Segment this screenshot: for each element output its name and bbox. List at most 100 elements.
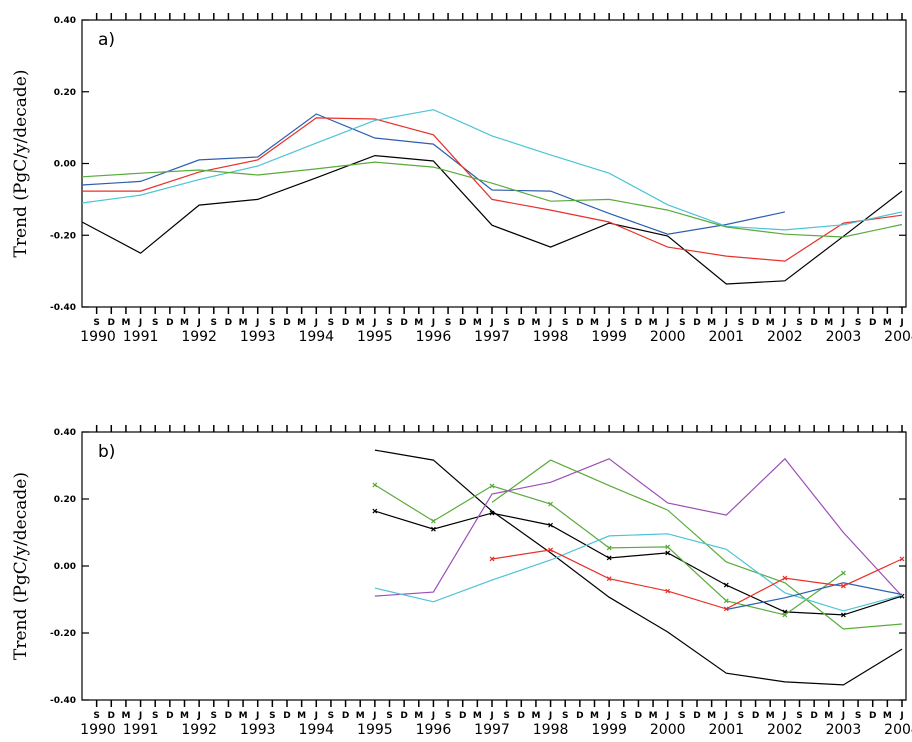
x-tick-label: D bbox=[693, 711, 700, 721]
x-tick-label: M bbox=[121, 318, 130, 328]
year-label: 1990 bbox=[80, 722, 116, 738]
x-tick-label: S bbox=[386, 318, 392, 328]
year-label: 2000 bbox=[650, 722, 686, 738]
x-tick-label: J bbox=[138, 711, 142, 721]
x-tick-label: M bbox=[649, 711, 658, 721]
plot-frame bbox=[81, 431, 907, 701]
x-tick-label: M bbox=[239, 711, 248, 721]
x-tick-label: D bbox=[518, 318, 525, 328]
x-tick-label: D bbox=[518, 711, 525, 721]
x-tick-label: D bbox=[869, 318, 876, 328]
x-tick-label: M bbox=[531, 318, 540, 328]
year-label: 1998 bbox=[533, 329, 569, 345]
x-tick-label: J bbox=[314, 318, 318, 328]
x-tick-label: D bbox=[166, 711, 173, 721]
y-tick-label: -0.40 bbox=[50, 303, 76, 313]
x-tick-label: J bbox=[899, 711, 903, 721]
y-tick-label: 0.00 bbox=[54, 562, 76, 572]
year-label: 1994 bbox=[298, 329, 334, 345]
x-tick-label: M bbox=[356, 318, 365, 328]
year-label: 1997 bbox=[474, 329, 510, 345]
x-tick-label: S bbox=[738, 711, 744, 721]
x-tick-label: D bbox=[869, 711, 876, 721]
x-tick-label: M bbox=[883, 711, 892, 721]
x-tick-label: J bbox=[431, 711, 435, 721]
x-tick-label: J bbox=[314, 711, 318, 721]
x-tick-label: S bbox=[211, 711, 217, 721]
x-tick-label: D bbox=[400, 318, 407, 328]
point-marker bbox=[489, 510, 495, 516]
x-tick-label: S bbox=[503, 318, 509, 328]
year-label: 1992 bbox=[181, 329, 217, 345]
x-tick-label: S bbox=[445, 711, 451, 721]
x-tick-label: J bbox=[489, 711, 493, 721]
panel-label: a) bbox=[98, 30, 115, 50]
x-tick-label: S bbox=[796, 711, 802, 721]
point-marker bbox=[489, 483, 495, 489]
x-tick-label: M bbox=[414, 711, 423, 721]
x-tick-label: J bbox=[841, 711, 845, 721]
x-tick-label: D bbox=[342, 711, 349, 721]
series-line bbox=[491, 459, 903, 630]
x-tick-label: M bbox=[297, 318, 306, 328]
x-tick-label: S bbox=[269, 711, 275, 721]
x-tick-label: M bbox=[531, 711, 540, 721]
point-marker bbox=[606, 576, 612, 582]
x-tick-label: J bbox=[196, 711, 200, 721]
x-tick-label: D bbox=[752, 318, 759, 328]
year-label: 1993 bbox=[240, 329, 276, 345]
point-marker bbox=[782, 575, 788, 581]
y-tick-label: 0.40 bbox=[54, 428, 76, 438]
y-tick-label: 0.20 bbox=[54, 495, 76, 505]
x-tick-label: D bbox=[108, 318, 115, 328]
x-tick-label: S bbox=[738, 318, 744, 328]
x-tick-label: S bbox=[328, 711, 334, 721]
y-tick-label: 0.20 bbox=[54, 88, 76, 98]
x-tick-label: M bbox=[180, 711, 189, 721]
point-marker bbox=[606, 555, 612, 561]
year-label: 1990 bbox=[80, 329, 116, 345]
x-tick-label: J bbox=[372, 318, 376, 328]
point-marker bbox=[548, 547, 553, 553]
series-line bbox=[374, 449, 903, 686]
x-tick-label: J bbox=[431, 318, 435, 328]
x-tick-label: J bbox=[665, 318, 669, 328]
x-tick-label: D bbox=[400, 711, 407, 721]
x-tick-label: S bbox=[796, 318, 802, 328]
point-marker bbox=[489, 556, 495, 562]
x-tick-label: J bbox=[138, 318, 142, 328]
year-label: 2004 bbox=[884, 329, 912, 345]
plot-frame bbox=[81, 19, 907, 308]
year-label: 1996 bbox=[416, 329, 452, 345]
x-tick-label: D bbox=[752, 711, 759, 721]
point-marker bbox=[431, 526, 436, 532]
x-tick-label: J bbox=[606, 318, 610, 328]
point-marker bbox=[665, 544, 671, 550]
year-label: 2003 bbox=[826, 722, 862, 738]
x-tick-label: S bbox=[152, 711, 158, 721]
year-label: 2004 bbox=[884, 722, 912, 738]
x-tick-label: D bbox=[283, 318, 290, 328]
point-marker bbox=[548, 522, 553, 528]
x-tick-label: J bbox=[255, 318, 259, 328]
x-tick-label: M bbox=[180, 318, 189, 328]
year-label: 1994 bbox=[298, 722, 334, 738]
y-tick-label: -0.40 bbox=[50, 696, 76, 706]
series-line bbox=[81, 113, 786, 235]
x-tick-label: M bbox=[356, 711, 365, 721]
x-tick-label: S bbox=[621, 318, 627, 328]
x-tick-label: D bbox=[342, 318, 349, 328]
x-tick-label: D bbox=[225, 318, 232, 328]
point-marker bbox=[606, 545, 612, 551]
year-label: 1993 bbox=[240, 722, 276, 738]
x-tick-label: D bbox=[693, 318, 700, 328]
series-line bbox=[374, 533, 903, 612]
year-label: 2002 bbox=[767, 329, 803, 345]
x-tick-label: S bbox=[679, 318, 685, 328]
series-line bbox=[81, 154, 903, 285]
point-marker bbox=[899, 556, 905, 562]
x-tick-label: M bbox=[766, 711, 775, 721]
x-tick-label: S bbox=[269, 318, 275, 328]
x-tick-label: D bbox=[166, 318, 173, 328]
point-marker bbox=[723, 598, 729, 604]
